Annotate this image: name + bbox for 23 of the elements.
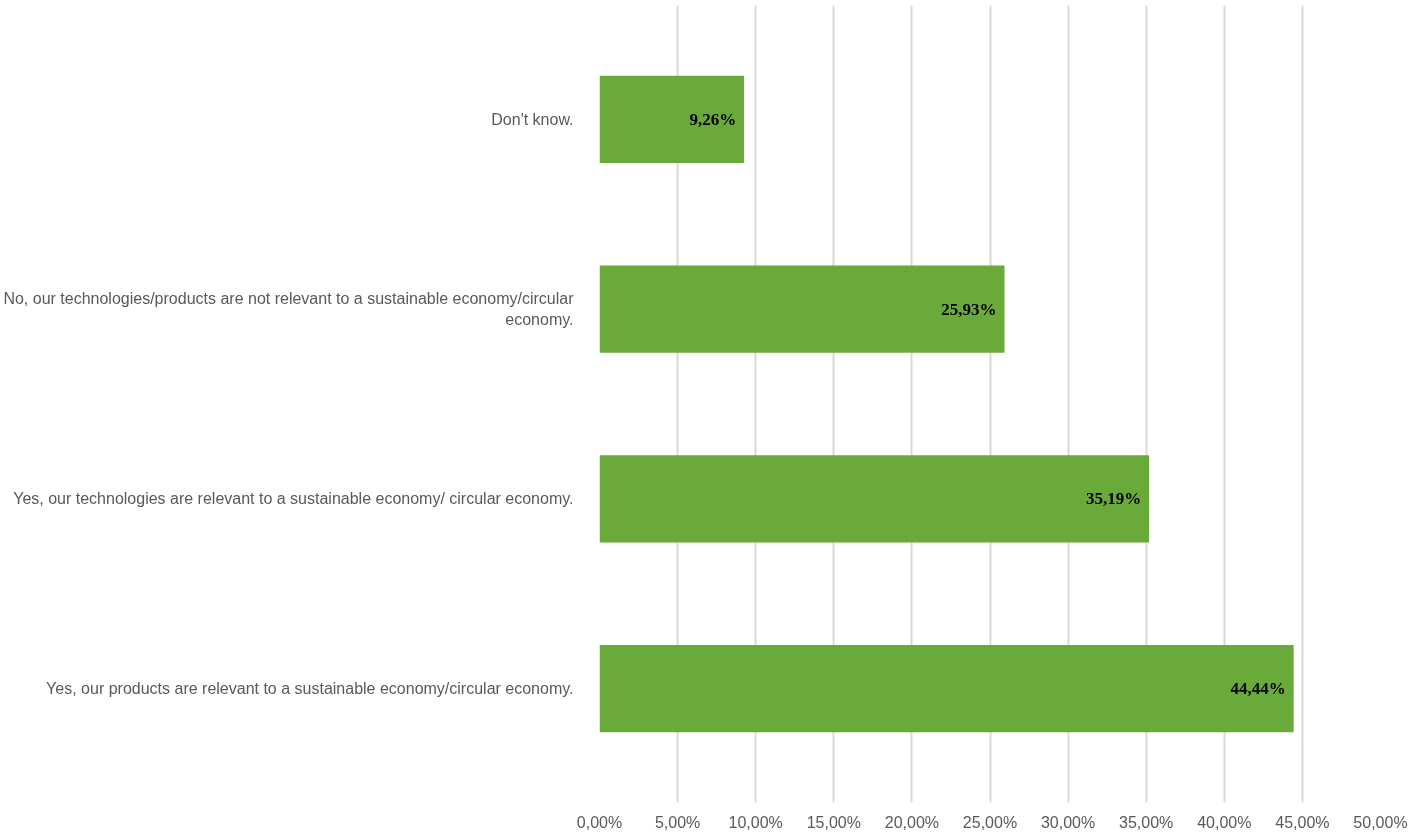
x-tick-label: 10,00% [728, 813, 783, 831]
x-tick-label: 35,00% [1119, 813, 1174, 831]
y-tick-label: Yes, our technologies are relevant to a sustainable economy/ circular economy. [13, 490, 574, 508]
bar [599, 455, 1150, 543]
x-tick-label: 40,00% [1197, 813, 1252, 831]
data-label: 44,44% [1230, 679, 1286, 699]
data-label: 25,93% [941, 299, 997, 319]
x-tick-label: 45,00% [1275, 813, 1330, 831]
y-tick-label: Don't know. [491, 110, 574, 128]
data-label: 9,26% [689, 109, 737, 129]
bar [599, 265, 1005, 353]
bar [599, 645, 1294, 733]
x-tick-label: 5,00% [654, 813, 701, 831]
x-tick-label: 50,00% [1353, 813, 1408, 831]
x-tick-label: 15,00% [806, 813, 861, 831]
x-tick-label: 0,00% [576, 813, 623, 831]
y-tick-label: Yes, our products are relevant to a sustainable economy/circular economy. [46, 680, 574, 698]
bar [599, 75, 745, 163]
y-tick-label: No, our technologies/products are not relevant to a sustainable economy/circular economy. [3, 290, 575, 328]
x-tick-label: 20,00% [884, 813, 940, 831]
data-label: 35,19% [1085, 489, 1142, 509]
x-tick-label: 30,00% [1040, 813, 1096, 831]
x-tick-label: 25,00% [962, 813, 1018, 831]
